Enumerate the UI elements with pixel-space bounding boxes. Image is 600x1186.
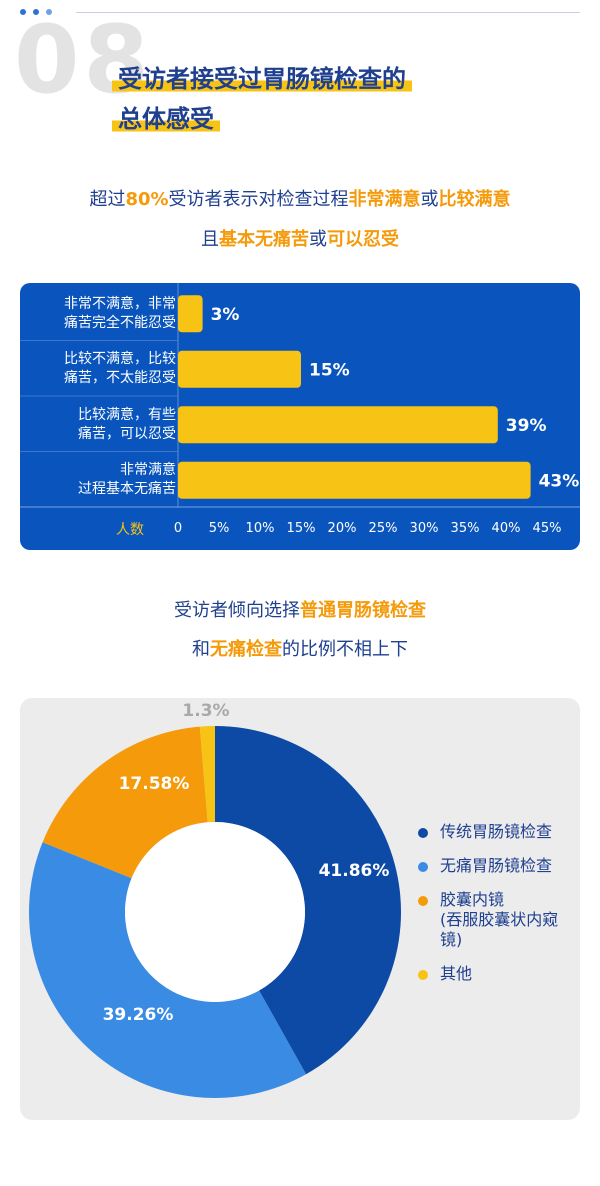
- legend-swatch: [418, 896, 428, 906]
- bar-x-tick-label: 20%: [328, 521, 357, 536]
- legend-swatch: [418, 862, 428, 872]
- legend-item: 其他: [418, 964, 578, 984]
- legend-item: 传统胃肠镜检查: [418, 822, 578, 842]
- donut-value-label: 17.58%: [119, 774, 190, 794]
- preference-text: 受访者倾向选择: [174, 600, 300, 621]
- bar-x-tick-label: 0: [174, 521, 182, 536]
- bar-value-label: 43%: [539, 471, 580, 491]
- summary-highlight: 可以忍受: [327, 229, 399, 250]
- bar-x-tick-label: 25%: [369, 521, 398, 536]
- bar-x-tick-label: 30%: [410, 521, 439, 536]
- donut-value-label: 41.86%: [319, 861, 390, 881]
- donut-legend: 传统胃肠镜检查 无痛胃肠镜检查 胶囊内镜 (吞服胶囊状内窥镜) 其他: [418, 822, 578, 998]
- summary-highlight: 基本无痛苦: [219, 229, 309, 250]
- donut-slice: [28, 842, 307, 1098]
- bar-category-label-line: 非常满意: [120, 462, 176, 479]
- donut-value-label: 1.3%: [182, 701, 229, 721]
- bar-category-label-line: 比较满意，有些: [78, 406, 176, 423]
- bar-x-tick-label: 40%: [492, 521, 521, 536]
- bar-x-tick-label: 45%: [533, 521, 562, 536]
- bar-x-tick-label: 10%: [246, 521, 275, 536]
- bar: [178, 406, 498, 444]
- bar-value-label: 3%: [211, 305, 240, 325]
- top-divider: [76, 12, 580, 13]
- summary-line-2: 且基本无痛苦或可以忍受: [0, 226, 600, 254]
- donut-slice: [42, 726, 208, 879]
- satisfaction-bar-chart: 3% 15% 39% 43% 0 5% 10% 15% 20% 25% 30% 35% 40% 45% 人…: [20, 283, 580, 550]
- bar-category-label: 非常不满意，非常 痛苦完全不能忍受: [20, 295, 176, 333]
- legend-label: 胶囊内镜: [440, 890, 505, 909]
- legend-label: 其他: [440, 964, 473, 983]
- summary-highlight: 比较满意: [438, 189, 511, 210]
- preference-highlight: 普通胃肠镜检查: [300, 600, 426, 621]
- summary-text: 或: [420, 189, 439, 210]
- summary-text: 超过: [89, 189, 126, 210]
- bar-category-label-line: 痛苦，不太能忍受: [64, 370, 176, 387]
- donut-hole: [125, 822, 305, 1002]
- exam-type-donut-chart: 41.86% 39.26% 17.58% 1.3% 传统胃肠镜检查 无痛胃肠镜检查 胶囊内…: [20, 698, 580, 1120]
- summary-text: 且: [201, 229, 219, 250]
- legend-label: 无痛胃肠镜检查: [440, 856, 553, 875]
- preference-text: 和: [192, 639, 210, 660]
- preference-line-1: 受访者倾向选择普通胃肠镜检查: [0, 597, 600, 625]
- bar-x-axis-label: 人数: [116, 522, 144, 538]
- bar: [178, 350, 301, 388]
- bar-value-label: 15%: [309, 360, 350, 380]
- bar-x-tick-label: 15%: [287, 521, 316, 536]
- donut-value-label: 39.26%: [103, 1005, 174, 1025]
- bar-x-tick-label: 5%: [209, 521, 230, 536]
- bar-category-label-line: 过程基本无痛苦: [78, 481, 176, 498]
- bar: [178, 295, 203, 333]
- page-title-line-1: 受访者接受过胃肠镜检查的: [112, 64, 412, 94]
- legend-swatch: [418, 970, 428, 980]
- legend-item: 无痛胃肠镜检查: [418, 856, 578, 876]
- donut-chart-canvas: 41.86% 39.26% 17.58% 1.3%: [28, 701, 401, 1098]
- summary-line-1: 超过80%受访者表示对检查过程非常满意或比较满意: [0, 186, 600, 214]
- decor-dots: [20, 9, 52, 15]
- bar-category-label-line: 痛苦，可以忍受: [78, 425, 176, 442]
- summary-text: 或: [309, 229, 327, 250]
- summary-highlight: 非常满意: [348, 189, 421, 210]
- bar-x-tick-label: 35%: [451, 521, 480, 536]
- bar-category-label-line: 痛苦完全不能忍受: [64, 314, 176, 331]
- legend-swatch: [418, 828, 428, 838]
- bar-category-label: 比较不满意，比较 痛苦，不太能忍受: [20, 350, 176, 388]
- donut-slice: [215, 726, 401, 1075]
- legend-item: 胶囊内镜 (吞服胶囊状内窥镜): [418, 890, 578, 950]
- bar-category-label-line: 比较不满意，比较: [64, 351, 176, 368]
- legend-label: 传统胃肠镜检查: [440, 822, 553, 841]
- preference-text: 的比例不相上下: [282, 639, 408, 660]
- page-title-line-2: 总体感受: [112, 104, 220, 134]
- bar-chart-canvas: 3% 15% 39% 43% 0 5% 10% 15% 20% 25% 30% 35% 40% 45%: [20, 283, 580, 536]
- bar-category-label: 非常满意过程基本无痛苦: [20, 461, 176, 499]
- bar: [178, 461, 531, 499]
- bar-value-label: 39%: [506, 416, 547, 436]
- donut-slice: [199, 726, 215, 823]
- bar-category-label-line: 非常不满意，非常: [64, 295, 176, 312]
- legend-sublabel: (吞服胶囊状内窥镜): [440, 910, 559, 949]
- summary-highlight: 80%: [125, 189, 169, 210]
- summary-text: 受访者表示对检查过程: [168, 189, 349, 210]
- preference-line-2: 和无痛检查的比例不相上下: [0, 636, 600, 664]
- bar-category-label: 比较满意，有些 痛苦，可以忍受: [20, 406, 176, 444]
- preference-highlight: 无痛检查: [210, 639, 282, 660]
